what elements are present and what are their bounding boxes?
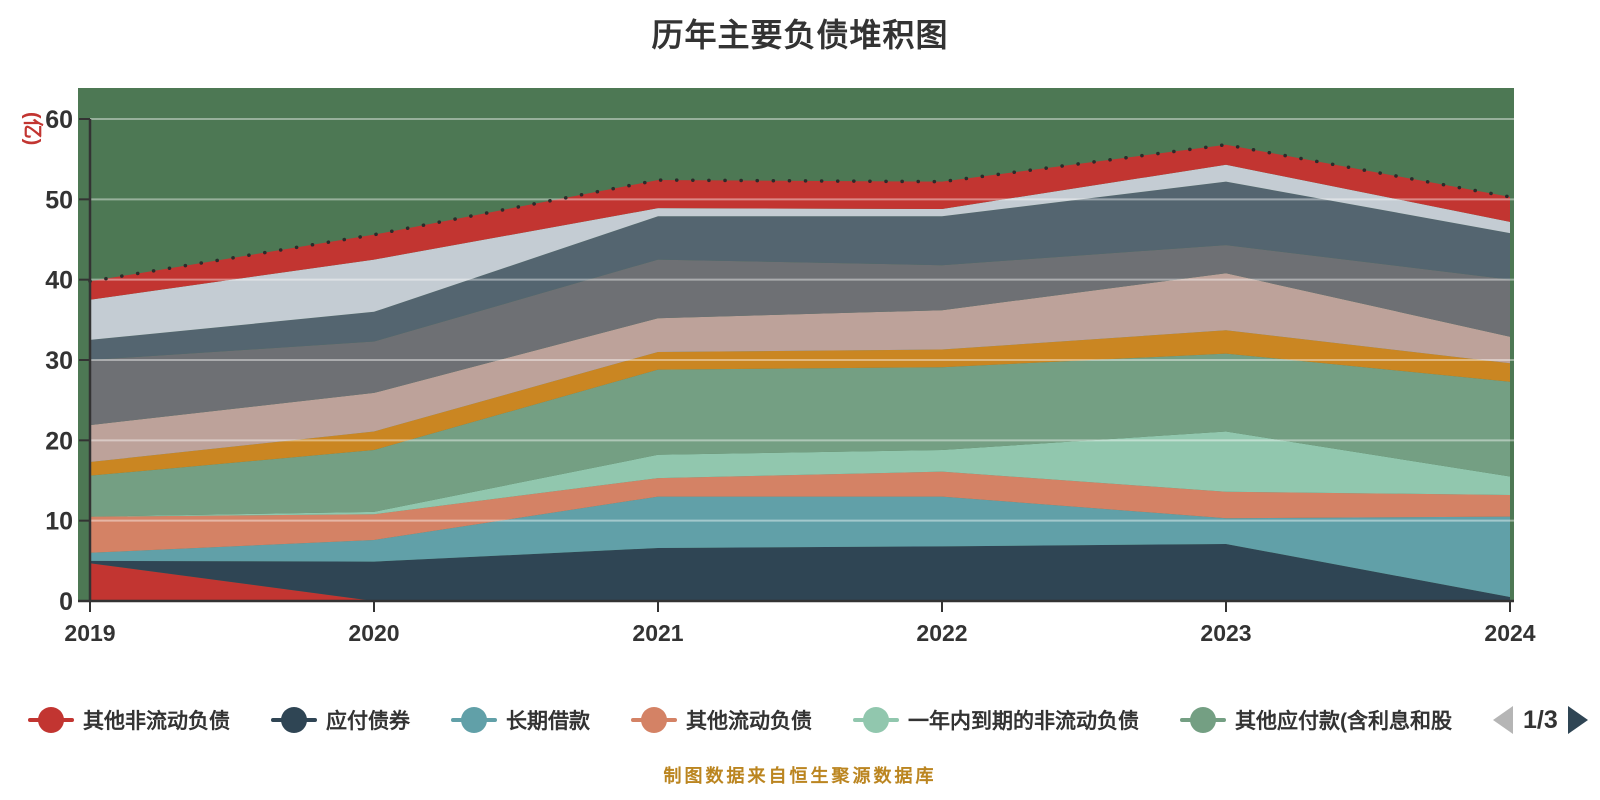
area-series-8-series-8-legend-page-2[interactable] <box>90 273 1510 463</box>
legend: 其他非流动负债 应付债券 长期借款 其他流动负债 一年内到期的非流动负债 其他应付款(含利… <box>28 698 1588 742</box>
x-tick-label-2022: 2022 <box>916 620 967 646</box>
legend-marker-icon <box>451 707 497 733</box>
legend-dot-icon <box>281 707 307 733</box>
legend-marker-icon <box>1180 707 1226 733</box>
y-tick-label-20: 20 <box>45 427 73 455</box>
legend-label: 长期借款 <box>506 710 590 733</box>
legend-label: 其他应付款(含利息和股 <box>1235 710 1452 733</box>
area-series-2-应付债券[interactable] <box>90 543 1510 601</box>
y-axis-unit-label: (亿) <box>21 112 45 145</box>
legend-pager: 1/3 <box>1493 706 1588 735</box>
chart-title: 历年主要负债堆积图 <box>651 17 949 53</box>
legend-label: 应付债券 <box>326 710 410 733</box>
legend-dot-icon <box>461 707 487 733</box>
legend-marker-icon <box>631 707 677 733</box>
legend-label: 其他流动负债 <box>686 710 812 733</box>
legend-item-2[interactable]: 应付债券 <box>271 705 410 735</box>
y-tick-label-10: 10 <box>45 508 73 536</box>
area-series-1-其他非流动负债[interactable] <box>90 563 1510 601</box>
area-series-4-其他流动负债[interactable] <box>90 471 1510 553</box>
legend-label: 其他非流动负债 <box>83 710 230 733</box>
y-tick-label-50: 50 <box>45 186 73 214</box>
legend-marker-icon <box>28 707 74 733</box>
x-tick-label-2024: 2024 <box>1484 620 1535 646</box>
legend-dot-icon <box>863 707 889 733</box>
y-tick-label-40: 40 <box>45 267 73 295</box>
legend-item-1[interactable]: 其他非流动负债 <box>28 705 230 735</box>
legend-item-3[interactable]: 长期借款 <box>451 705 590 735</box>
legend-prev-icon[interactable] <box>1493 706 1513 734</box>
legend-next-icon[interactable] <box>1567 706 1588 734</box>
y-tick-label-0: 0 <box>59 588 73 616</box>
area-series-10-series-10-legend-page-2[interactable] <box>90 181 1510 360</box>
legend-item-5[interactable]: 一年内到期的非流动负债 <box>853 705 1139 735</box>
data-source-credit: 制图数据来自恒生聚源数据库 <box>663 766 937 786</box>
area-series-6-其他应付款(含利息和股[interactable] <box>90 353 1510 517</box>
x-tick-label-2019: 2019 <box>64 620 115 646</box>
area-series-3-长期借款[interactable] <box>90 496 1510 597</box>
legend-item-6[interactable]: 其他应付款(含利息和股 <box>1180 705 1452 735</box>
area-series-9-series-9-legend-page-2[interactable] <box>90 245 1510 426</box>
stack-top-dotted-line <box>88 142 1512 284</box>
x-tick-label-2020: 2020 <box>348 620 399 646</box>
area-series-5-一年内到期的非流动负债[interactable] <box>90 431 1510 517</box>
y-tick-label-60: 60 <box>45 106 73 134</box>
x-tick-label-2021: 2021 <box>632 620 683 646</box>
legend-dot-icon <box>38 707 64 733</box>
y-tick-label-30: 30 <box>45 347 73 375</box>
chart-canvas: 0 10 20 30 40 50 60 2019 2020 2021 2022 2023 2024 (亿) <box>21 88 1536 646</box>
stacked-area-chart: 0 10 20 30 40 50 60 2019 2020 2021 2022 2023 2024 (亿) <box>21 88 1536 646</box>
legend-marker-icon <box>271 707 317 733</box>
legend-label: 一年内到期的非流动负债 <box>908 710 1139 733</box>
area-series-11-series-11-legend-page-2[interactable] <box>90 164 1510 340</box>
legend-dot-icon <box>1190 707 1216 733</box>
legend-dot-icon <box>641 707 667 733</box>
legend-page-indicator: 1/3 <box>1523 705 1558 734</box>
area-series-7-series-7-legend-page-2[interactable] <box>90 330 1510 476</box>
legend-marker-icon <box>853 707 899 733</box>
legend-item-4[interactable]: 其他流动负债 <box>631 705 812 735</box>
x-tick-label-2023: 2023 <box>1200 620 1251 646</box>
